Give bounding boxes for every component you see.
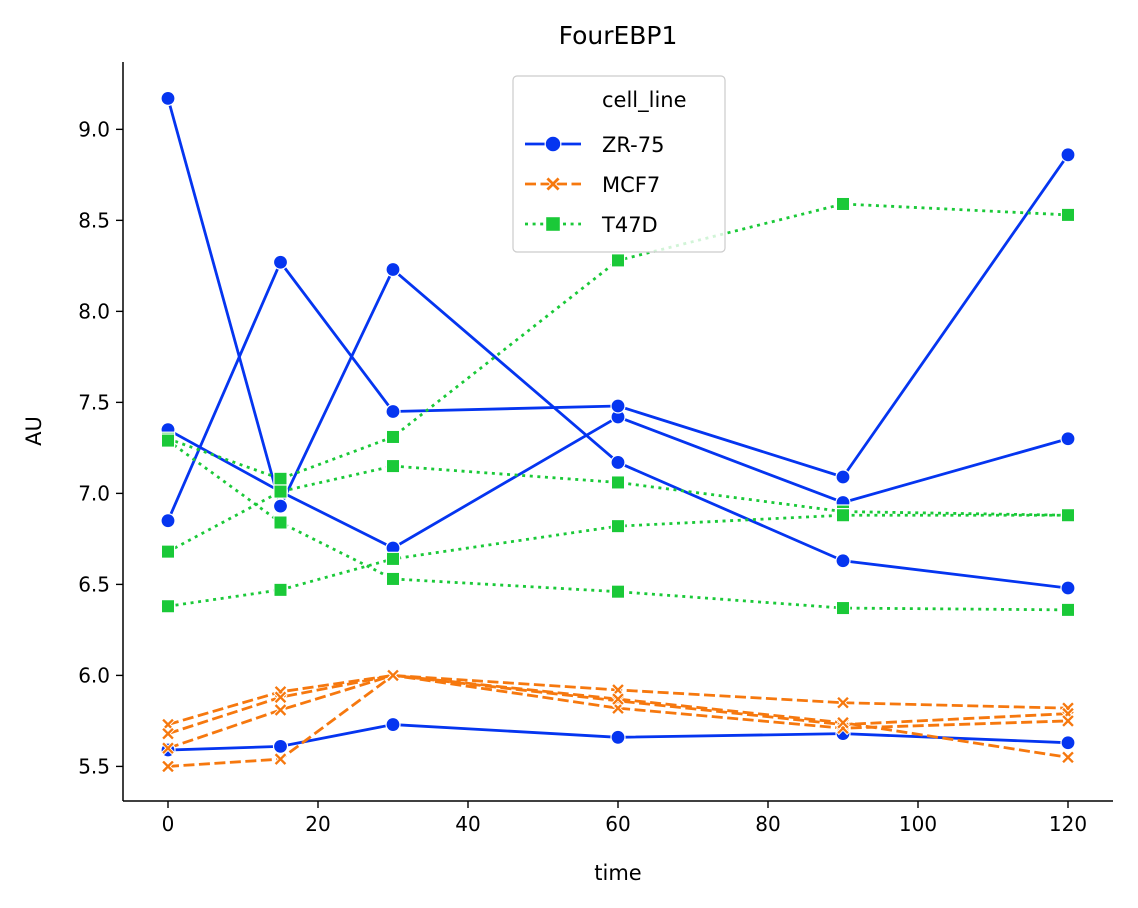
y-tick-label: 5.5 bbox=[78, 754, 110, 778]
series-mcf7-line-4 bbox=[167, 674, 1069, 768]
series-t47d-point bbox=[1060, 508, 1076, 523]
series-zr-75-point bbox=[385, 716, 401, 733]
series-t47d-point bbox=[273, 582, 288, 598]
legend-entries: ZR-75 MCF7 T47D bbox=[525, 133, 664, 237]
legend: cell_line ZR-75 MCF7 T47D bbox=[512, 75, 726, 253]
series-t47d-point bbox=[273, 471, 288, 487]
series-zr-75-point bbox=[160, 513, 176, 529]
y-tick-label: 6.0 bbox=[78, 663, 110, 687]
y-axis-label: AU bbox=[22, 416, 46, 446]
series-mcf7-point bbox=[160, 726, 176, 741]
series-zr-75-point bbox=[835, 469, 851, 485]
legend-marker-zr-75 bbox=[544, 135, 562, 153]
legend-frame bbox=[512, 75, 726, 253]
series-zr-75-point bbox=[272, 498, 289, 514]
series-zr-75-line-2 bbox=[166, 415, 1070, 550]
series-zr-75-point bbox=[160, 90, 176, 107]
chart-title: FourEBP1 bbox=[559, 21, 678, 50]
legend-label-t47d: T47D bbox=[601, 213, 658, 237]
series-zr-75-point bbox=[1060, 431, 1076, 447]
series-zr-75-point bbox=[272, 254, 289, 270]
series-t47d-point bbox=[835, 600, 851, 616]
series-t47d-point bbox=[1060, 602, 1076, 618]
legend-label-zr-75: ZR-75 bbox=[602, 133, 664, 157]
series-t47d-point bbox=[273, 484, 288, 499]
legend-label-mcf7: MCF7 bbox=[602, 173, 660, 197]
series-t47d-line-2 bbox=[167, 439, 1069, 612]
x-tick-label: 120 bbox=[1049, 812, 1087, 836]
series-t47d-point bbox=[385, 551, 401, 567]
y-tick-label: 7.0 bbox=[78, 481, 110, 505]
series-mcf7-line-3 bbox=[167, 674, 1069, 750]
legend-marker-mcf7 bbox=[545, 176, 561, 192]
plot-lines bbox=[166, 96, 1070, 768]
series-t47d-point bbox=[273, 515, 288, 530]
legend-title: cell_line bbox=[602, 88, 687, 113]
series-t47d-line-4 bbox=[167, 513, 1068, 608]
plot-markers bbox=[160, 90, 1076, 774]
series-mcf7-point bbox=[160, 741, 176, 756]
series-zr-75-point bbox=[610, 729, 626, 745]
series-zr-75-point bbox=[610, 454, 626, 471]
legend-marker-t47d bbox=[545, 216, 561, 232]
series-t47d-point bbox=[610, 584, 626, 599]
series-mcf7-point bbox=[610, 692, 626, 707]
series-zr-75-point bbox=[1060, 580, 1076, 596]
y-tick-label: 6.5 bbox=[78, 572, 110, 596]
series-mcf7-point bbox=[835, 695, 851, 710]
x-tick-label: 20 bbox=[305, 812, 330, 836]
series-zr-75-line-4 bbox=[166, 723, 1070, 752]
series-t47d-point bbox=[160, 599, 176, 614]
series-t47d-point bbox=[160, 433, 176, 448]
series-mcf7-point bbox=[273, 702, 288, 718]
series-t47d-point bbox=[385, 571, 401, 587]
series-zr-75-line-1 bbox=[166, 96, 1070, 590]
series-zr-75-point bbox=[610, 398, 626, 414]
series-mcf7-line-1 bbox=[167, 674, 1069, 726]
y-tick-label: 7.5 bbox=[78, 390, 110, 414]
x-axis-label: time bbox=[594, 861, 641, 885]
y-tick-label: 9.0 bbox=[78, 117, 110, 141]
series-mcf7-point bbox=[835, 715, 851, 730]
series-mcf7-point bbox=[273, 690, 288, 705]
series-mcf7-point bbox=[160, 759, 176, 774]
series-mcf7-point bbox=[1060, 750, 1076, 765]
series-zr-75-point bbox=[1060, 735, 1076, 751]
series-t47d-line-1 bbox=[167, 202, 1069, 481]
x-tick-label: 40 bbox=[455, 812, 480, 836]
series-zr-75-point bbox=[272, 738, 289, 754]
series-t47d-point bbox=[385, 458, 401, 474]
series-t47d-point bbox=[835, 196, 851, 212]
y-ticks: 5.5 6.0 6.5 7.0 7.5 8.0 8.5 9.0 bbox=[78, 117, 123, 778]
x-tick-label: 80 bbox=[755, 812, 780, 836]
series-zr-75-point bbox=[1060, 147, 1076, 163]
y-tick-label: 8.0 bbox=[78, 299, 110, 323]
series-mcf7-point bbox=[1060, 713, 1076, 728]
series-t47d-point bbox=[610, 518, 626, 534]
series-zr-75-point bbox=[385, 403, 401, 420]
series-zr-75-point bbox=[385, 261, 401, 278]
series-mcf7-point bbox=[273, 752, 288, 767]
series-zr-75-line-3 bbox=[166, 152, 1070, 523]
series-t47d-point bbox=[160, 544, 176, 559]
series-t47d-point bbox=[385, 429, 401, 445]
y-tick-label: 8.5 bbox=[78, 208, 110, 232]
series-mcf7-point bbox=[385, 668, 401, 683]
series-t47d-point bbox=[1060, 207, 1076, 223]
x-tick-label: 100 bbox=[899, 812, 937, 836]
series-t47d-point bbox=[610, 253, 626, 268]
x-tick-label: 0 bbox=[162, 812, 175, 836]
series-zr-75-point bbox=[835, 553, 851, 569]
x-tick-label: 60 bbox=[605, 812, 630, 836]
series-t47d-point bbox=[835, 508, 851, 523]
series-t47d-point bbox=[610, 475, 626, 490]
x-ticks: 0 20 40 60 80 100 120 bbox=[162, 801, 1087, 836]
